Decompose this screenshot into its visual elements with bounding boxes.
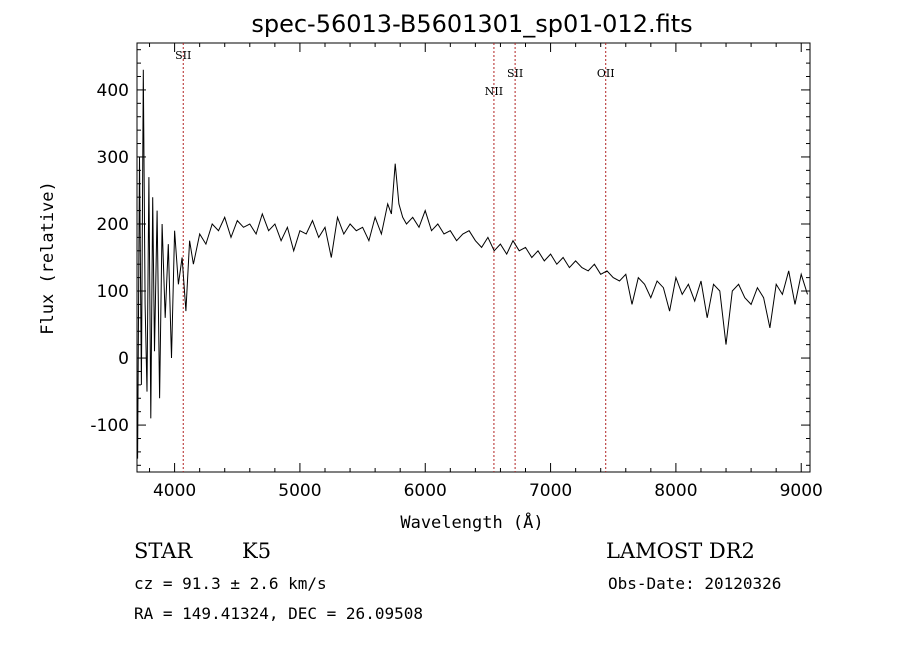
y-tick-label: 100 bbox=[97, 282, 129, 302]
emission-line-markers: SII NII SII OII bbox=[175, 43, 615, 472]
x-axis-ticks: 4000 5000 6000 7000 8000 9000 bbox=[149, 43, 823, 501]
spectrum-line bbox=[137, 69, 808, 459]
x-tick-label: 5000 bbox=[278, 481, 321, 501]
x-axis-label: Wavelength (Å) bbox=[400, 511, 543, 533]
survey-label: LAMOST DR2 bbox=[606, 539, 755, 563]
spectrum-trace bbox=[137, 69, 808, 459]
x-tick-label: 9000 bbox=[780, 481, 823, 501]
y-tick-label: 300 bbox=[97, 148, 129, 168]
y-tick-label: 200 bbox=[97, 215, 129, 235]
object-class: STAR bbox=[134, 539, 193, 563]
y-tick-label: -100 bbox=[90, 416, 129, 436]
emission-marker-label: SII bbox=[175, 49, 191, 62]
chart-title: spec-56013-B5601301_sp01-012.fits bbox=[251, 10, 692, 38]
x-tick-label: 8000 bbox=[654, 481, 697, 501]
redshift-text: cz = 91.3 ± 2.6 km/s bbox=[134, 574, 327, 593]
y-axis-ticks: -100 0 100 200 300 400 bbox=[90, 49, 810, 466]
obs-date-text: Obs-Date: 20120326 bbox=[608, 574, 781, 593]
emission-marker-label: SII bbox=[507, 67, 523, 80]
coordinates-text: RA = 149.41324, DEC = 26.09508 bbox=[134, 604, 423, 623]
x-tick-label: 4000 bbox=[153, 481, 196, 501]
x-tick-label: 7000 bbox=[529, 481, 572, 501]
emission-marker-label: NII bbox=[485, 85, 503, 98]
y-tick-label: 400 bbox=[97, 81, 129, 101]
x-tick-label: 6000 bbox=[404, 481, 447, 501]
object-subclass: K5 bbox=[242, 539, 271, 563]
y-tick-label: 0 bbox=[118, 349, 129, 369]
y-axis-label: Flux (relative) bbox=[38, 181, 58, 335]
emission-marker-label: OII bbox=[597, 67, 615, 80]
plot-frame bbox=[136, 42, 811, 473]
